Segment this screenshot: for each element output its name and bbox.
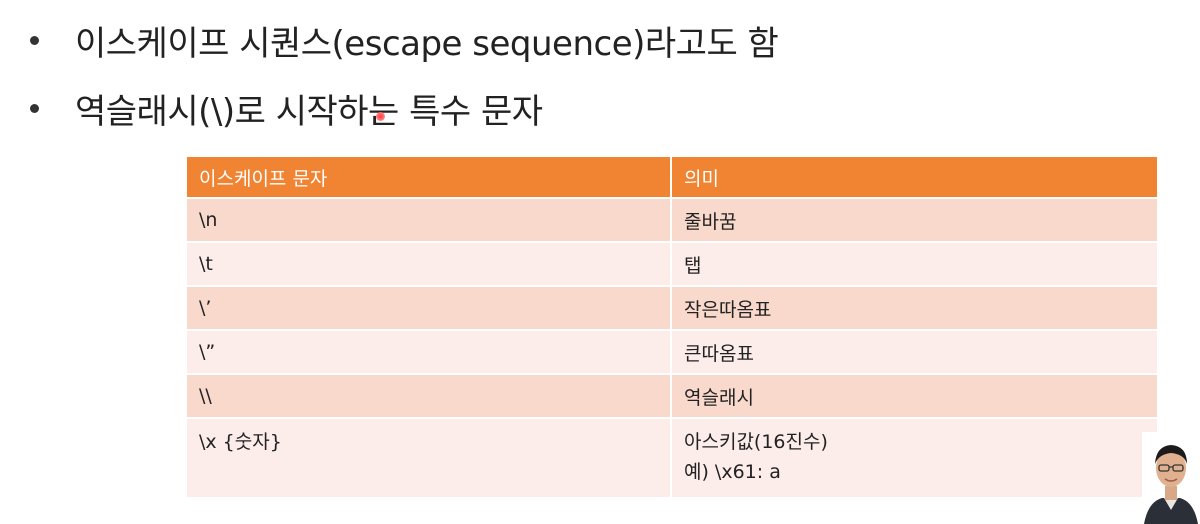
presenter-avatar-icon <box>1142 432 1200 524</box>
escape-table: 이스케이프 문자 의미 \n 줄바꿈 \t 탭 \’ 작은따옴표 \” 큰따옴표 <box>187 157 1157 497</box>
table-header-row: 이스케이프 문자 의미 <box>187 157 1157 198</box>
meaning-cell: 큰따옴표 <box>671 329 1157 374</box>
meaning-text: 역슬래시 <box>684 386 754 409</box>
bullet-dot-icon <box>30 35 39 45</box>
meaning-text: 줄바꿈 <box>684 210 737 233</box>
bullet-item: 역슬래시(\)로 시작하는 특수 문자 <box>22 82 1022 134</box>
escape-table-container: 이스케이프 문자 의미 \n 줄바꿈 \t 탭 \’ 작은따옴표 \” 큰따옴표 <box>187 157 1157 497</box>
escape-code-cell: \’ <box>187 285 672 330</box>
table-row: \t 탭 <box>187 241 1157 286</box>
bullet-list: 이스케이프 시퀀스(escape sequence)라고도 함 역슬래시(\)로… <box>22 14 1022 134</box>
escape-code-cell: \x {숫자} <box>187 417 672 497</box>
table-row: \n 줄바꿈 <box>187 197 1157 242</box>
meaning-text: 큰따옴표 <box>684 342 754 365</box>
meaning-text: 탭 <box>684 254 702 277</box>
bullet-item: 이스케이프 시퀀스(escape sequence)라고도 함 <box>22 14 1022 66</box>
table-row: \x {숫자} 아스키값(16진수) 예) \x61: a <box>187 417 1157 497</box>
bullet-dot-icon <box>30 103 39 113</box>
meaning-cell: 아스키값(16진수) 예) \x61: a <box>671 417 1157 497</box>
pointer-dot-icon <box>376 112 385 121</box>
meaning-cell: 탭 <box>671 241 1157 286</box>
escape-code-cell: \” <box>187 329 672 374</box>
table-row: \\ 역슬래시 <box>187 373 1157 418</box>
meaning-cell: 작은따옴표 <box>671 285 1157 330</box>
escape-code-cell: \t <box>187 241 672 286</box>
meaning-example-text: 예) \x61: a <box>684 461 781 483</box>
presenter-webcam-thumbnail <box>1142 432 1200 524</box>
escape-code-cell: \\ <box>187 373 672 418</box>
escape-code-cell: \n <box>187 197 672 242</box>
table-row: \” 큰따옴표 <box>187 329 1157 374</box>
meaning-cell: 줄바꿈 <box>671 197 1157 242</box>
bullet-text: 역슬래시(\)로 시작하는 특수 문자 <box>75 91 543 132</box>
table-header-cell: 의미 <box>671 157 1157 198</box>
table-header-cell: 이스케이프 문자 <box>187 157 672 198</box>
bullet-text: 이스케이프 시퀀스(escape sequence)라고도 함 <box>75 23 779 64</box>
table-row: \’ 작은따옴표 <box>187 285 1157 330</box>
meaning-text: 아스키값(16진수) <box>684 431 828 453</box>
meaning-text: 작은따옴표 <box>684 298 772 321</box>
meaning-cell: 역슬래시 <box>671 373 1157 418</box>
